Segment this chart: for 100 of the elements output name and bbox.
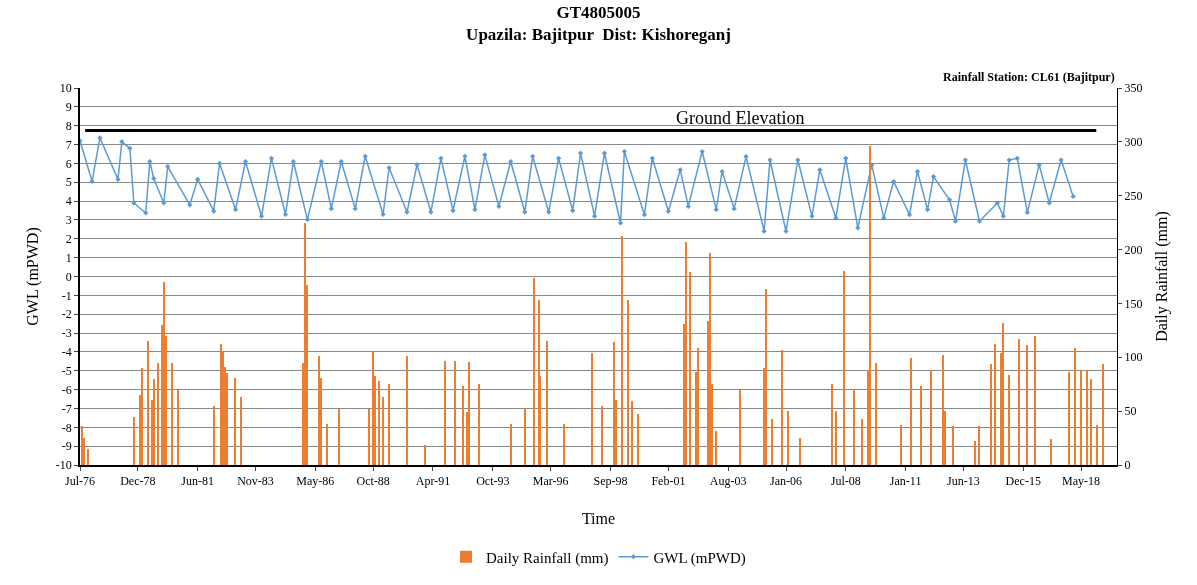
bar	[591, 353, 593, 465]
y-tick-label: -5	[61, 363, 72, 378]
chart-title: GT4805005	[556, 2, 641, 22]
y-tick-label: 5	[65, 175, 72, 190]
y-tick-label: -6	[61, 382, 72, 397]
y2-tick-label: 250	[1124, 188, 1143, 203]
bar	[563, 424, 565, 465]
x-axis-title: Time	[581, 509, 616, 527]
y-tick-label: 1	[65, 250, 72, 265]
bar	[637, 414, 639, 465]
bar	[524, 408, 526, 465]
bar	[81, 426, 83, 465]
bar	[689, 272, 691, 465]
bar	[1086, 370, 1088, 465]
x-tick-label: Nov-83	[237, 474, 274, 489]
bar	[1074, 348, 1076, 465]
bar	[171, 363, 173, 465]
bar	[613, 342, 615, 465]
bar	[709, 253, 711, 465]
bar	[510, 424, 512, 465]
bar	[147, 341, 149, 465]
bar	[631, 401, 633, 465]
bar	[163, 282, 165, 465]
bar	[831, 384, 833, 465]
bar	[1002, 323, 1004, 465]
bar	[141, 368, 143, 465]
bar	[220, 344, 222, 465]
y-tick-label: -2	[61, 307, 72, 322]
x-tick-label: Jun-13	[947, 474, 980, 489]
bar	[454, 361, 456, 465]
bar	[546, 341, 548, 465]
bar	[406, 356, 408, 465]
y-tick-label: 0	[65, 269, 72, 284]
bar	[920, 386, 922, 465]
bar	[1080, 370, 1082, 465]
bar	[869, 146, 871, 465]
y-tick-label: 4	[65, 194, 72, 209]
legend-label: GWL (mPWD)	[653, 549, 746, 567]
bar	[621, 236, 623, 465]
x-tick-label: Feb-01	[651, 474, 686, 489]
y-tick-label: 2	[65, 232, 72, 246]
bar	[1090, 379, 1092, 465]
bar	[478, 384, 480, 465]
bar	[765, 289, 767, 465]
y-tick-label: 10	[59, 81, 72, 96]
bar	[326, 424, 328, 465]
y-tick-label: -7	[61, 401, 72, 416]
bar	[843, 271, 845, 465]
bar	[978, 426, 980, 465]
x-tick-label: Oct-88	[356, 474, 390, 489]
x-tick-label: Jul-76	[65, 474, 95, 489]
bar	[930, 370, 932, 465]
bar	[318, 356, 320, 465]
x-tick-label: Oct-93	[476, 474, 510, 489]
x-tick-label: May-18	[1062, 474, 1101, 489]
y2-axis-title: Daily Rainfall (mm)	[1153, 211, 1171, 342]
bar	[533, 278, 535, 465]
bar	[1026, 345, 1028, 465]
y-tick-label: 7	[65, 137, 72, 152]
x-tick-label: Jun-81	[181, 474, 215, 489]
y-tick-label: 6	[65, 156, 72, 171]
bar	[424, 445, 426, 465]
bar	[157, 363, 159, 465]
bar	[601, 406, 603, 465]
x-tick-label: Aug-03	[709, 474, 747, 489]
bar	[468, 362, 470, 465]
y-tick-label: -8	[61, 420, 72, 435]
bar	[900, 425, 902, 465]
y2-tick-label: 150	[1124, 296, 1143, 311]
bar	[133, 417, 135, 465]
bar	[685, 242, 687, 465]
bar	[177, 390, 179, 465]
bar	[382, 397, 384, 465]
x-tick-label: May-86	[296, 474, 335, 489]
bar	[1050, 439, 1052, 465]
bar	[853, 389, 855, 465]
x-tick-label: Sep-98	[593, 474, 628, 489]
bar	[942, 355, 944, 465]
bar	[715, 431, 717, 465]
x-tick-label: Dec-78	[120, 474, 156, 489]
bar	[338, 409, 340, 465]
bar	[1008, 375, 1010, 465]
y2-tick-label: 100	[1124, 350, 1143, 365]
y-tick-label: -10	[55, 458, 72, 473]
x-tick-label: Apr-91	[415, 474, 451, 489]
bar	[368, 409, 370, 465]
bar	[697, 348, 699, 465]
bar	[234, 378, 236, 465]
legend-label: Daily Rainfall (mm)	[486, 549, 609, 567]
y-tick-label: 8	[65, 118, 72, 133]
bar	[444, 361, 446, 465]
bar	[87, 449, 89, 465]
bar	[388, 384, 390, 465]
bar	[627, 300, 629, 465]
x-tick-label: Jul-08	[830, 474, 861, 489]
y2-tick-label: 50	[1124, 404, 1137, 419]
x-tick-label: Dec-15	[1005, 474, 1041, 489]
y-tick-label: -9	[61, 439, 72, 454]
y2-tick-label: 200	[1124, 242, 1143, 257]
x-tick-label: Jan-06	[770, 474, 803, 489]
